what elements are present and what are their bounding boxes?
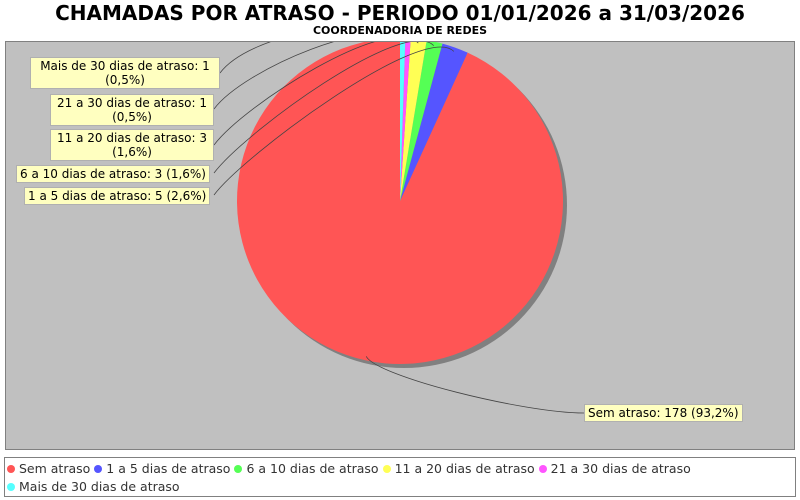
legend-marker (7, 482, 15, 491)
legend-label: Mais de 30 dias de atraso (19, 479, 180, 494)
legend-marker (234, 464, 243, 473)
legend-item: Mais de 30 dias de atraso (7, 478, 180, 496)
pie-slice (400, 43, 468, 202)
slice-callout-label: 11 a 20 dias de atraso: 3 (1,6%) (50, 129, 214, 161)
pie-slice (400, 42, 406, 201)
pie-slice (400, 42, 411, 201)
legend-item: 6 a 10 dias de atraso (234, 460, 379, 478)
slice-callout-label: 21 a 30 dias de atraso: 1 (0,5%) (50, 94, 214, 126)
slice-callout-label: 1 a 5 dias de atraso: 5 (2,6%) (24, 187, 211, 205)
callout-leader-line (219, 42, 403, 74)
legend-marker (7, 464, 15, 473)
legend-item: 11 a 20 dias de atraso (382, 460, 535, 478)
pie-slice (237, 42, 563, 364)
plot-area: Sem atraso: 178 (93,2%) 1 a 5 dias de atr… (5, 41, 795, 450)
legend-label: 6 a 10 dias de atraso (246, 461, 379, 476)
legend-label: Sem atraso (19, 461, 91, 476)
legend-label: 11 a 20 dias de atraso (394, 461, 535, 476)
legend-marker (94, 464, 103, 473)
pie-slice (400, 42, 427, 201)
pie-slice (400, 42, 443, 201)
chart-title: CHAMADAS POR ATRASO - PERIODO 01/01/2026… (55, 1, 745, 25)
chart-subtitle: COORDENADORIA DE REDES (312, 24, 488, 37)
legend-item: Sem atraso (7, 460, 90, 478)
legend-marker (382, 464, 391, 473)
legend-item: 21 a 30 dias de atraso (538, 460, 691, 478)
pie-chart (213, 42, 585, 414)
slice-callout-label: Sem atraso: 178 (93,2%) (584, 404, 743, 422)
legend-label: 1 a 5 dias de atraso (106, 461, 231, 476)
legend-item: 1 a 5 dias de atraso (94, 460, 230, 478)
callout-leader-line (213, 42, 419, 146)
legend-label: 21 a 30 dias de atraso (550, 461, 691, 476)
callout-leader-line (213, 42, 409, 110)
callout-leader-line (365, 356, 585, 414)
legend: Sem atraso 1 a 5 dias de atraso 6 a 10 dia… (4, 457, 796, 497)
callout-leader-line (213, 42, 435, 174)
legend-marker (538, 464, 547, 473)
slice-callout-label: 6 a 10 dias de atraso: 3 (1,6%) (16, 165, 210, 183)
callout-leader-line (213, 46, 455, 196)
slice-callout-label: Mais de 30 dias de atraso: 1 (0,5%) (30, 57, 220, 89)
